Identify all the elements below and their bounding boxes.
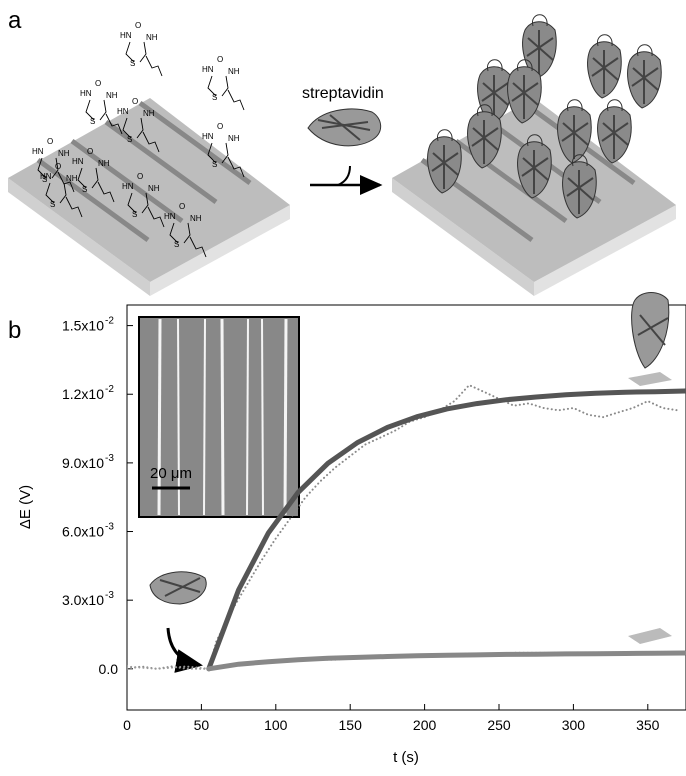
atom-label: HN xyxy=(32,147,44,156)
arrow-hook xyxy=(338,166,350,185)
fit-line xyxy=(209,653,685,669)
bond xyxy=(126,42,162,76)
atom-label: O xyxy=(47,137,53,146)
atom-label: NH xyxy=(143,109,155,118)
atom-label: O xyxy=(132,97,138,106)
y-tick-exponent: -2 xyxy=(105,384,114,395)
y-tick-exponent: -2 xyxy=(105,316,114,327)
micrograph-line xyxy=(159,319,160,515)
y-tick-exponent: -3 xyxy=(105,453,114,464)
x-axis-label: t (s) xyxy=(393,749,419,766)
atom-label: O xyxy=(137,172,143,181)
atom-label: HN xyxy=(202,132,214,141)
x-tick-label: 50 xyxy=(194,717,210,733)
atom-label: HN xyxy=(72,157,84,166)
x-tick-label: 100 xyxy=(264,717,288,733)
micrograph-line xyxy=(247,319,248,515)
micrograph-line xyxy=(285,319,286,515)
atom-label: O xyxy=(179,202,185,211)
micrograph-line xyxy=(262,319,263,515)
panel-label: b xyxy=(8,317,21,344)
atom-label: NH xyxy=(58,149,70,158)
y-tick-exponent: -3 xyxy=(105,522,114,533)
atom-label: O xyxy=(87,147,93,156)
atom-label: HN xyxy=(122,182,134,191)
x-tick-label: 150 xyxy=(339,717,363,733)
protein-icon xyxy=(628,293,672,387)
atom-label: O xyxy=(55,162,61,171)
streptavidin-protein xyxy=(588,35,622,98)
substrate-icon xyxy=(628,628,672,644)
atom-label: HN xyxy=(117,107,129,116)
figure: a HNONHSHNONHSHNONHSHNONHSHNONHSHNONHSHN… xyxy=(0,0,686,771)
atom-label: NH xyxy=(106,91,118,100)
y-tick-exponent: -3 xyxy=(105,590,114,601)
atom-label: NH xyxy=(98,159,110,168)
micrograph-line xyxy=(204,319,205,515)
atom-label: HN xyxy=(80,89,92,98)
arrow-label: streptavidin xyxy=(302,85,384,102)
x-tick-label: 200 xyxy=(413,717,437,733)
scale-bar-label: 20 μm xyxy=(150,465,192,482)
x-tick-label: 300 xyxy=(562,717,586,733)
x-tick-label: 350 xyxy=(636,717,660,733)
biotin-molecule: HNONHS xyxy=(202,55,244,110)
atom-label: HN xyxy=(164,212,176,221)
atom-label: NH xyxy=(228,67,240,76)
streptavidin-protein xyxy=(628,45,662,108)
atom-label: NH xyxy=(228,134,240,143)
y-tick-label: 1.5x10 xyxy=(62,318,104,334)
x-tick-label: 250 xyxy=(487,717,511,733)
y-tick-label: 9.0x10 xyxy=(62,455,104,471)
atom-label: HN xyxy=(202,65,214,74)
micrograph-inset: 20 μm xyxy=(139,317,299,517)
y-axis-label: ΔE (V) xyxy=(17,485,34,529)
atom-label: NH xyxy=(146,33,158,42)
atom-label: NH xyxy=(190,214,202,223)
micrograph-line xyxy=(222,319,223,515)
panel-label: a xyxy=(8,7,22,34)
atom-label: O xyxy=(217,55,223,64)
atom-label: NH xyxy=(66,174,78,183)
y-tick-label: 6.0x10 xyxy=(62,524,104,540)
protein-icon xyxy=(308,109,381,146)
atom-label: HN xyxy=(120,31,132,40)
atom-label: O xyxy=(135,21,141,30)
atom-label: NH xyxy=(148,184,160,193)
micrograph-line xyxy=(178,319,179,515)
y-tick-label: 0.0 xyxy=(99,661,119,677)
protein-icon xyxy=(150,572,206,665)
x-tick-label: 0 xyxy=(123,717,131,733)
y-tick-label: 1.2x10 xyxy=(62,386,104,402)
bond xyxy=(208,76,244,110)
y-tick-label: 3.0x10 xyxy=(62,592,104,608)
atom-label: HN xyxy=(40,172,52,181)
atom-label: O xyxy=(217,122,223,131)
atom-label: O xyxy=(95,79,101,88)
page: {"panel_a":{"label":"a","arrow_label":"s… xyxy=(0,0,686,776)
